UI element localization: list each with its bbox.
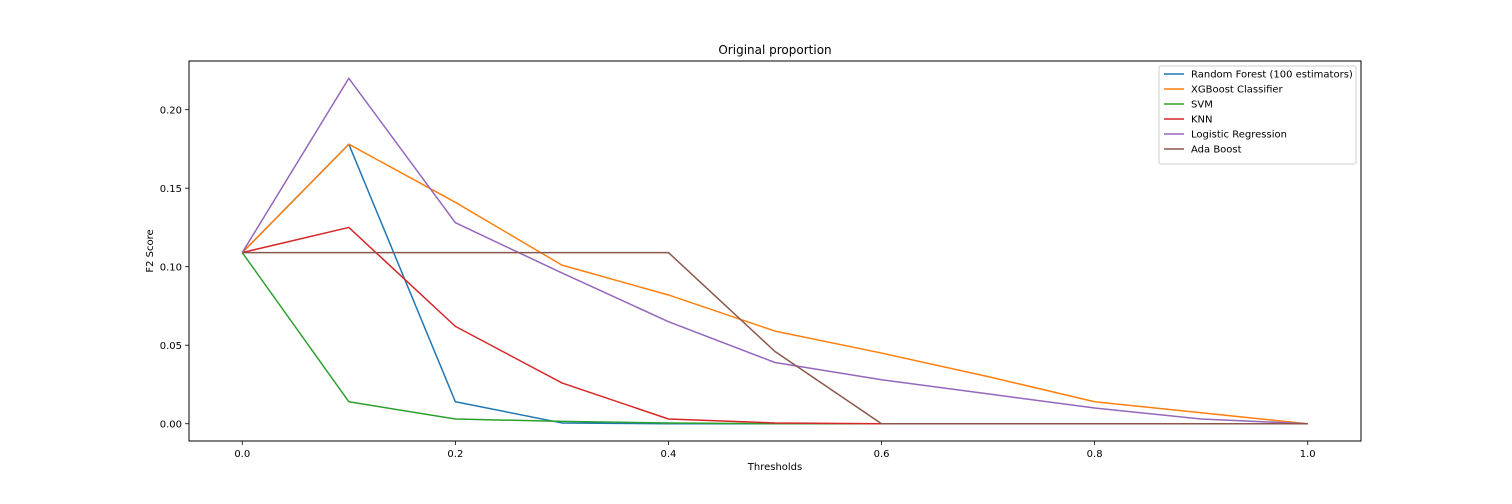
- y-tick-label: 0.00: [160, 420, 182, 431]
- chart-title: Original proportion: [718, 43, 831, 57]
- legend-label-3: KNN: [1191, 115, 1213, 126]
- series-line-4: [241, 77, 1308, 425]
- legend-label-2: SVM: [1191, 100, 1213, 111]
- y-tick-label: 0.10: [160, 263, 182, 274]
- plot-area-frame: [188, 60, 1362, 442]
- legend-label-5: Ada Boost: [1191, 145, 1242, 156]
- x-tick-label: 0.2: [447, 449, 463, 460]
- x-tick-label: 0.4: [661, 449, 677, 460]
- x-tick-label: 0.0: [234, 449, 250, 460]
- y-tick-label: 0.20: [160, 106, 182, 117]
- y-tick-label: 0.15: [160, 184, 182, 195]
- legend: Random Forest (100 estimators) XGBoost Cl…: [1158, 65, 1357, 165]
- y-tick-label: 0.05: [160, 341, 182, 352]
- x-tick-label: 1.0: [1300, 449, 1316, 460]
- axis-ticks: 0.0 0.2 0.4 0.6 0.8 1.0 0.00 0.05 0.10 0.15 0.20: [160, 106, 1316, 460]
- plot-marks: [241, 77, 1308, 425]
- legend-label-4: Logistic Regression: [1191, 130, 1287, 141]
- x-axis-label: Thresholds: [747, 462, 803, 473]
- legend-label-1: XGBoost Classifier: [1191, 85, 1284, 96]
- series-line-1: [241, 143, 1308, 425]
- y-axis-label: F2 Score: [145, 229, 156, 272]
- x-tick-label: 0.8: [1087, 449, 1103, 460]
- legend-frame: [1158, 65, 1357, 165]
- series-line-5: [242, 251, 1308, 425]
- x-tick-label: 0.6: [874, 449, 890, 460]
- legend-label-0: Random Forest (100 estimators): [1191, 70, 1353, 81]
